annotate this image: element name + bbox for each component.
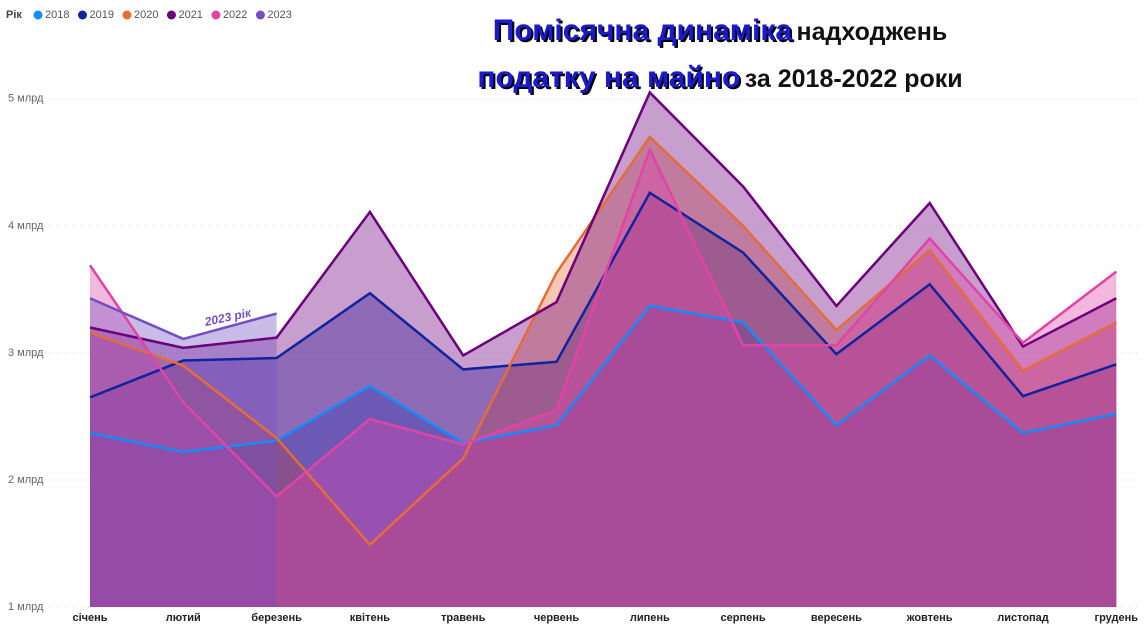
x-tick-label: квітень — [350, 612, 390, 624]
y-tick-label: 3 млрд — [8, 347, 44, 359]
legend-swatch — [211, 10, 221, 20]
x-tick-label: серпень — [721, 612, 766, 624]
x-tick-label: грудень — [1095, 612, 1139, 624]
legend-swatch — [166, 10, 176, 20]
y-tick-label: 4 млрд — [8, 220, 44, 232]
chart-title: Помісячна динаміка надходжень податку на… — [330, 10, 1110, 104]
line — [89, 304, 1117, 454]
area — [90, 192, 1117, 607]
x-tick-label: листопад — [997, 612, 1049, 624]
title-part: надходжень — [796, 18, 948, 46]
area — [90, 305, 1117, 607]
title-part: податку на майно — [477, 61, 741, 94]
y-tick-label: 1 млрд — [8, 601, 44, 613]
legend-swatch — [33, 10, 43, 20]
x-tick-label: жовтень — [906, 612, 953, 624]
legend-swatch — [122, 10, 132, 20]
line — [89, 297, 277, 341]
x-tick-label: вересень — [811, 612, 862, 624]
area — [90, 136, 1117, 607]
area — [90, 92, 1117, 607]
x-tick-label: березень — [251, 612, 302, 624]
areas — [90, 92, 1117, 608]
legend-label: 2022 — [223, 9, 247, 21]
legend-label: 2021 — [178, 9, 202, 21]
legend-label: 2019 — [89, 9, 113, 21]
lines — [88, 90, 1118, 547]
legend-swatch — [255, 10, 265, 20]
title-part: за 2018-2022 роки — [744, 65, 963, 93]
legend-label: 2023 — [267, 9, 291, 21]
legend-label: 2018 — [45, 9, 69, 21]
line — [89, 135, 1117, 547]
x-tick-label: лютий — [166, 612, 201, 624]
area — [90, 149, 1117, 608]
line — [89, 90, 1117, 358]
y-tick-label: 2 млрд — [8, 474, 44, 486]
legend-title: Рік — [6, 9, 22, 21]
legend-swatch — [77, 10, 87, 20]
title-part: Помісячна динаміка — [492, 14, 793, 47]
x-tick-label: липень — [630, 612, 670, 624]
x-tick-label: травень — [441, 612, 486, 624]
line — [88, 146, 1118, 499]
y-tick-label: 5 млрд — [8, 93, 44, 105]
legend-label: 2020 — [134, 9, 158, 21]
x-tick-label: червень — [534, 612, 580, 624]
legend: Рік 2018 2019 2020 2021 2022 2023 — [6, 9, 292, 21]
x-tick-label: січень — [72, 612, 107, 624]
